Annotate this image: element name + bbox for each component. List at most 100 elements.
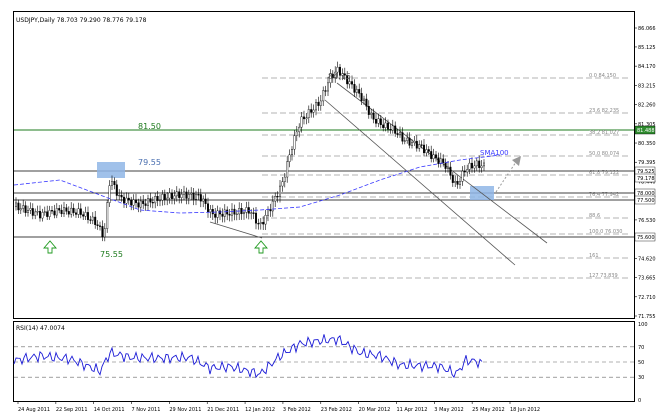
- candle-body: [348, 81, 351, 85]
- candle-body: [221, 213, 224, 217]
- candle-body: [65, 207, 68, 212]
- candle-body: [245, 207, 248, 213]
- candle-body: [55, 208, 58, 216]
- fib-label: 23.6 82.235: [589, 108, 619, 114]
- candle-body: [192, 192, 195, 200]
- candle-body: [262, 222, 265, 225]
- candle-body: [166, 197, 169, 200]
- price-tag-label: 77.500: [637, 198, 655, 204]
- candle-body: [427, 149, 430, 152]
- time-axis-label: 24 Aug 2011: [18, 407, 50, 413]
- candle-body: [149, 198, 152, 203]
- candle-body: [202, 198, 205, 202]
- candle-body: [463, 170, 466, 173]
- candle-body: [461, 170, 464, 182]
- candle-body: [82, 214, 85, 217]
- channel-lower: [324, 99, 516, 266]
- fib-label: 76.4 77.942: [589, 192, 619, 198]
- price-tag-box: [634, 232, 656, 242]
- fib-label: 100.0 76.030: [589, 229, 622, 235]
- candle-body: [360, 93, 363, 101]
- candle-body: [79, 208, 82, 215]
- price-tag-label: 75.600: [637, 235, 655, 241]
- candle-body: [310, 109, 313, 113]
- candle-body: [175, 191, 178, 197]
- low-7555-label: 75.55: [100, 250, 123, 259]
- candle-body: [425, 149, 428, 154]
- candle-body: [17, 202, 20, 211]
- candle-body: [211, 209, 214, 215]
- candle-body: [382, 124, 385, 128]
- candle-body: [180, 194, 183, 198]
- candle-body: [355, 89, 358, 93]
- candle-body: [118, 194, 121, 197]
- candle-body: [351, 81, 354, 85]
- fibonacci-labels: 0.0 84.150 23.6 82.235 38.2 81.027 50.0 80.…: [589, 73, 622, 279]
- price-axis-label: 86.066: [638, 26, 656, 32]
- candle-body: [108, 185, 111, 203]
- candle-body: [271, 200, 274, 212]
- candle-body: [187, 194, 190, 199]
- candle-body: [353, 84, 356, 93]
- candle-body: [387, 122, 390, 130]
- candle-body: [331, 73, 334, 79]
- candle-body: [130, 199, 133, 206]
- candle-body: [39, 211, 42, 219]
- candle-body: [343, 73, 346, 76]
- time-axis-label: 3 May 2012: [434, 407, 463, 413]
- level-7955-label: 79.55: [138, 158, 161, 167]
- time-axis-label: 14 Oct 2011: [94, 407, 125, 413]
- candle-body: [483, 162, 486, 167]
- candle-body: [451, 175, 454, 183]
- time-axis-label: 20 Mar 2012: [359, 407, 391, 413]
- candle-body: [230, 208, 233, 216]
- candle-body: [267, 209, 270, 216]
- candle-body: [430, 151, 433, 159]
- rsi-axis-label: 50: [638, 360, 644, 366]
- candle-body: [406, 137, 409, 141]
- candle-body: [91, 216, 94, 221]
- candle-body: [206, 203, 209, 213]
- candle-body: [295, 131, 298, 136]
- candle-body: [341, 73, 344, 76]
- rsi-axis-label: 30: [638, 375, 644, 381]
- candle-body: [209, 209, 212, 213]
- price-axis-label: 82.260: [638, 103, 656, 109]
- candle-body: [154, 196, 157, 204]
- rsi-axis-label: 0: [638, 398, 641, 404]
- projection-arrowhead-icon: [512, 156, 521, 166]
- time-axis-label: 25 May 2012: [472, 407, 505, 413]
- candle-body: [190, 192, 193, 195]
- price-tag-label: 78.000: [637, 191, 655, 197]
- candle-body: [34, 211, 37, 216]
- candle-body: [367, 106, 370, 115]
- level-8150-label: 81.50: [138, 122, 161, 131]
- annotation-arrows: [43, 156, 521, 254]
- peak-label: 84.15: [328, 72, 351, 81]
- candle-body: [312, 109, 315, 113]
- candle-body: [447, 166, 450, 169]
- candle-body: [336, 66, 339, 73]
- candle-body: [204, 198, 207, 204]
- candle-body: [454, 181, 457, 183]
- candle-body: [322, 90, 325, 102]
- fib-label: 0.0 84.150: [589, 73, 616, 79]
- candle-body: [168, 192, 171, 199]
- candle-body: [194, 194, 197, 200]
- candle-body: [269, 209, 272, 212]
- time-axis-label: 12 Jan 2012: [245, 407, 275, 413]
- candle-body: [300, 116, 303, 128]
- fib-label: 38.2 81.027: [589, 130, 619, 136]
- candle-body: [158, 199, 161, 202]
- candle-body: [242, 212, 245, 215]
- candle-body: [363, 98, 366, 101]
- candle-body: [77, 208, 80, 215]
- candle-body: [403, 140, 406, 142]
- candle-body: [89, 219, 92, 221]
- candle-body: [235, 213, 238, 215]
- candle-body: [197, 194, 200, 196]
- time-axis-label: 23 Feb 2012: [321, 407, 352, 413]
- candle-body: [228, 213, 231, 216]
- candle-body: [319, 100, 322, 106]
